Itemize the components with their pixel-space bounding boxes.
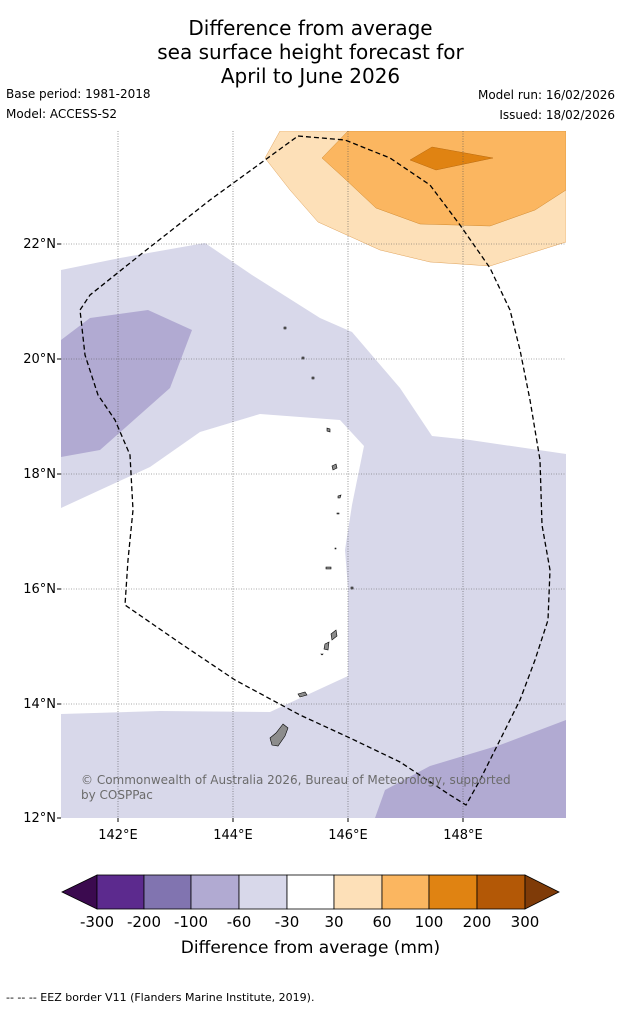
colorbar-bin-2 bbox=[143, 874, 192, 910]
island-sarigan bbox=[334, 547, 337, 550]
colorbar-arrow-right bbox=[524, 874, 560, 910]
colorbar-label: Difference from average (mm) bbox=[180, 938, 441, 958]
lon-tick-146e: 146°E bbox=[328, 828, 368, 843]
island-agrihan bbox=[331, 463, 338, 471]
title-line-3: April to June 2026 bbox=[220, 64, 401, 88]
island-anatahan bbox=[325, 566, 332, 570]
colorbar bbox=[61, 874, 560, 910]
contour-neg-light bbox=[61, 243, 566, 818]
colorbar-tick-9: 200 bbox=[462, 913, 492, 931]
lat-tick-22n: 22°N bbox=[23, 237, 56, 252]
island-pagan bbox=[337, 494, 342, 499]
map-plot-area bbox=[61, 131, 566, 818]
colorbar-bin-7 bbox=[381, 874, 430, 910]
colorbar-bin-4 bbox=[238, 874, 288, 910]
lon-tick-142e: 142°E bbox=[98, 828, 138, 843]
lat-tick-20n: 20°N bbox=[23, 352, 56, 367]
contour-neg-mid-southeast bbox=[375, 720, 566, 818]
gridlines bbox=[61, 131, 566, 818]
colorbar-tick-2: -200 bbox=[126, 913, 162, 931]
island-aguijan bbox=[320, 653, 324, 656]
base-period: Base period: 1981-2018 bbox=[6, 87, 151, 101]
lon-tick-148e: 148°E bbox=[443, 828, 483, 843]
lat-tick-16n: 16°N bbox=[23, 582, 56, 597]
lat-tick-18n: 18°N bbox=[23, 467, 56, 482]
colorbar-tick-5: -30 bbox=[274, 913, 300, 931]
island-saipan bbox=[330, 629, 338, 641]
contour-pos-dark bbox=[409, 146, 494, 171]
colorbar-tick-4: -60 bbox=[226, 913, 252, 931]
colorbar-bin-3 bbox=[190, 874, 240, 910]
axis-ticks bbox=[57, 243, 464, 822]
colorbar-tick-8: 100 bbox=[414, 913, 444, 931]
eez-border bbox=[79, 135, 551, 806]
lon-tick-144e: 144°E bbox=[213, 828, 253, 843]
island-asuncion bbox=[326, 427, 331, 433]
contour-pos-mid bbox=[321, 131, 566, 227]
colorbar-bin-5 bbox=[286, 874, 335, 910]
model-name: Model: ACCESS-S2 bbox=[6, 107, 118, 121]
island-tinian bbox=[323, 641, 330, 651]
eez-legend-footer: -- -- -- EEZ border V11 (Flanders Marine… bbox=[6, 991, 315, 1004]
colorbar-tick-1: -300 bbox=[79, 913, 115, 931]
title-line-2: sea surface height forecast for bbox=[157, 40, 464, 64]
model-run: Model run: 16/02/2026 bbox=[477, 88, 615, 102]
island-north bbox=[283, 326, 287, 330]
copyright-notice: © Commonwealth of Australia 2026, Bureau… bbox=[81, 773, 511, 802]
colorbar-bin-1 bbox=[96, 874, 145, 910]
island-alamagan bbox=[336, 512, 340, 515]
lat-tick-12n: 12°N bbox=[23, 811, 56, 826]
colorbar-bin-9 bbox=[476, 874, 526, 910]
issued-date: Issued: 18/02/2026 bbox=[499, 108, 615, 122]
colorbar-bin-8 bbox=[428, 874, 478, 910]
colorbar-arrow-left bbox=[61, 874, 98, 910]
island-guam bbox=[269, 723, 289, 747]
colorbar-tick-6: 30 bbox=[324, 913, 344, 931]
colorbar-tick-3: -100 bbox=[173, 913, 209, 931]
island-east bbox=[350, 586, 354, 590]
colorbar-tick-7: 60 bbox=[372, 913, 392, 931]
island-rota bbox=[297, 691, 308, 698]
chart-title: Difference from average sea surface heig… bbox=[0, 16, 621, 88]
colorbar-bin-6 bbox=[333, 874, 383, 910]
lat-tick-14n: 14°N bbox=[23, 697, 56, 712]
islands bbox=[269, 326, 354, 747]
island-uracas bbox=[301, 356, 305, 360]
contour-neg-mid-west bbox=[61, 310, 192, 457]
island-maug bbox=[311, 376, 315, 380]
title-line-1: Difference from average bbox=[188, 16, 433, 40]
colorbar-tick-10: 300 bbox=[510, 913, 540, 931]
